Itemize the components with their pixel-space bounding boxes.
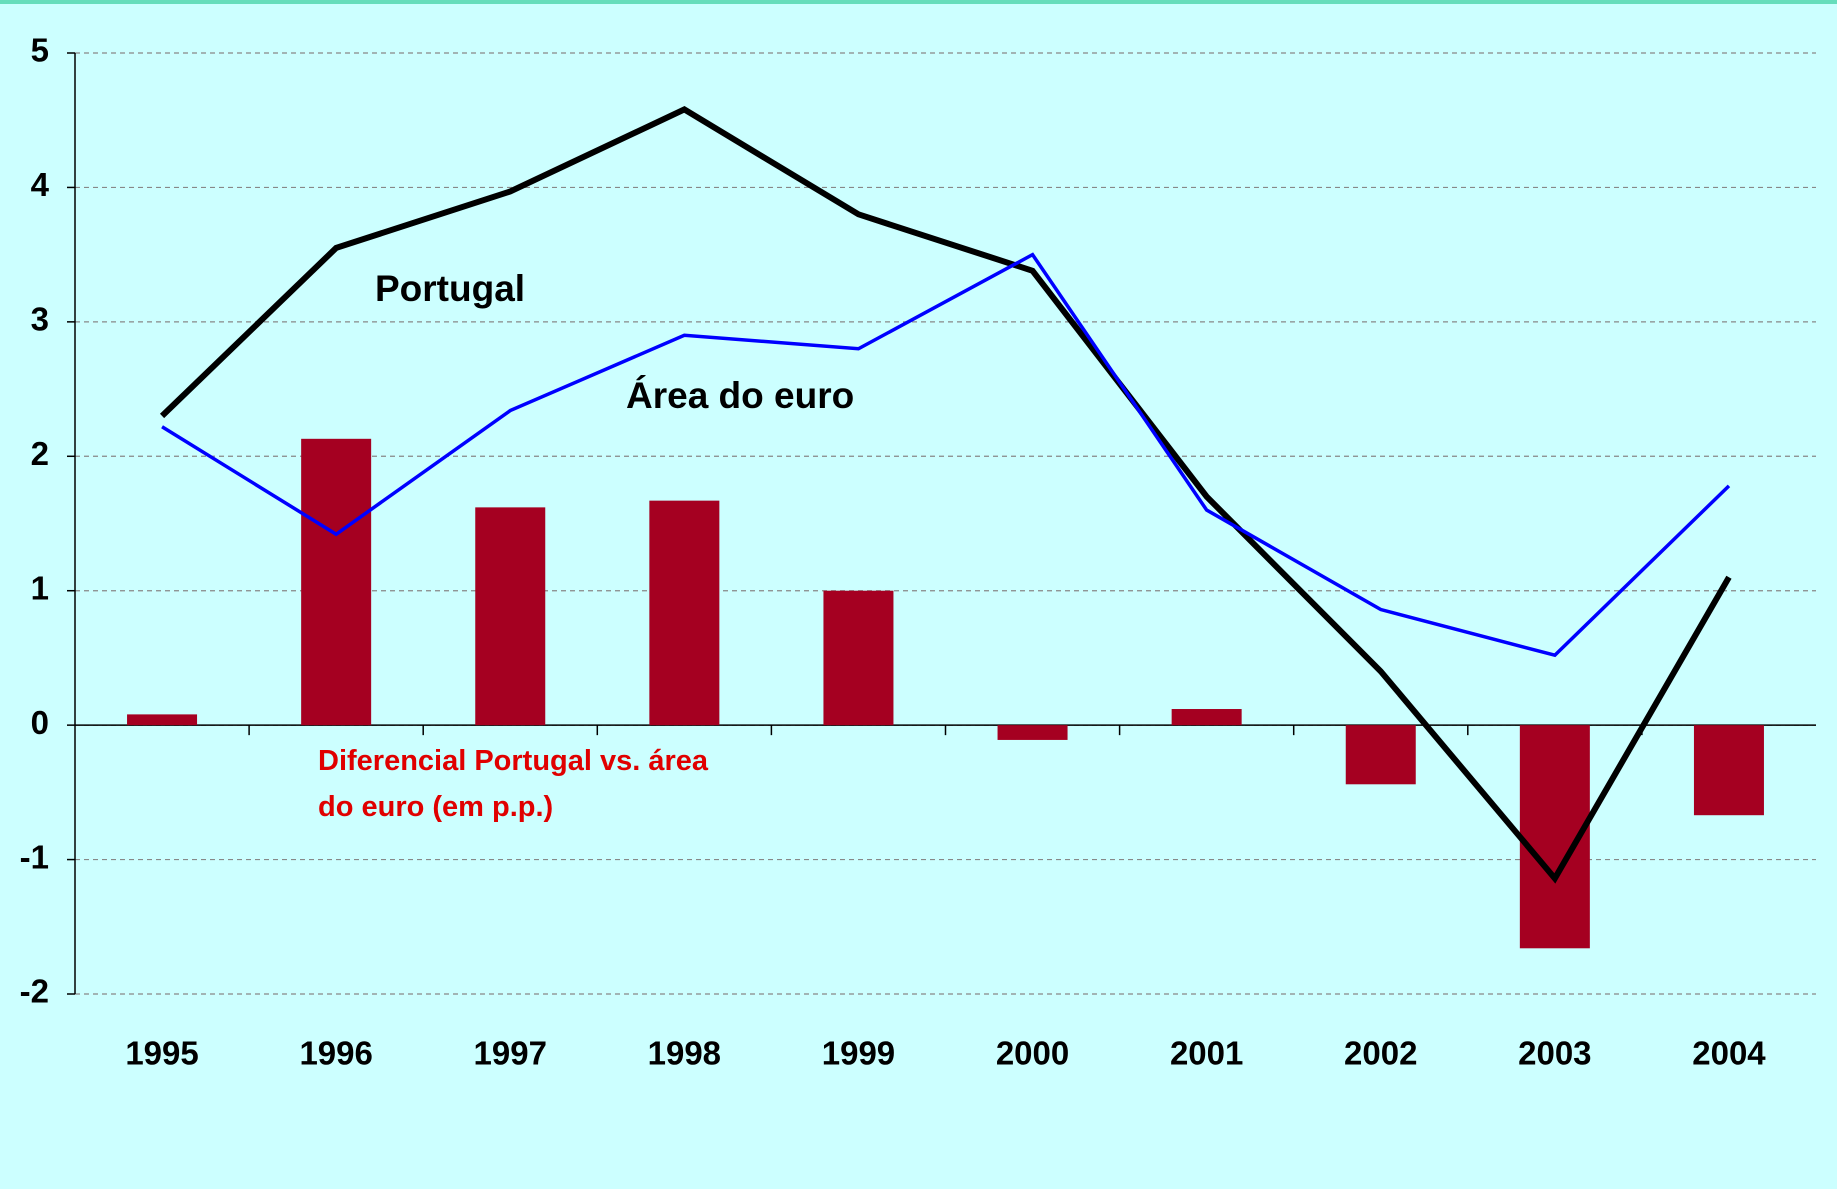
y-tick-label: -1 [20,838,49,875]
y-tick-label: 3 [31,301,49,338]
series-label-box: Diferencial Portugal vs. área do euro (e… [318,745,709,823]
x-tick-label: 1997 [474,1035,547,1072]
series-label: Portugal [375,268,525,309]
y-tick-label: 1 [31,569,49,606]
x-tick-label: 2000 [996,1035,1069,1072]
bar [127,714,198,726]
line [159,106,1732,884]
bar [1345,725,1416,785]
x-tick-label: 1999 [822,1035,895,1072]
bar [475,507,546,726]
bar [1171,709,1242,726]
x-tick-label: 1996 [299,1035,372,1072]
bar [823,590,894,726]
y-tick-label: 0 [31,704,49,741]
y-tick-label: 4 [31,166,50,203]
y-tick-label: 5 [31,32,49,69]
x-tick-label: 2002 [1344,1035,1417,1072]
y-tick-label: -2 [20,973,49,1010]
line [161,252,1731,658]
x-tick-label: 1998 [648,1035,721,1072]
series-label: Área do euro [626,375,854,416]
x-tick-label: 2004 [1692,1035,1766,1072]
x-tick-label: 1995 [125,1035,198,1072]
series-label: Diferencial Portugal vs. área do euro (e… [318,745,709,823]
bar [301,438,372,726]
top-border [0,0,1837,4]
y-tick-label: 2 [31,435,49,472]
bar [649,500,720,726]
x-tick-label: 2003 [1518,1035,1591,1072]
bar [1693,725,1764,816]
bar [997,725,1068,740]
x-tick-label: 2001 [1170,1035,1243,1072]
